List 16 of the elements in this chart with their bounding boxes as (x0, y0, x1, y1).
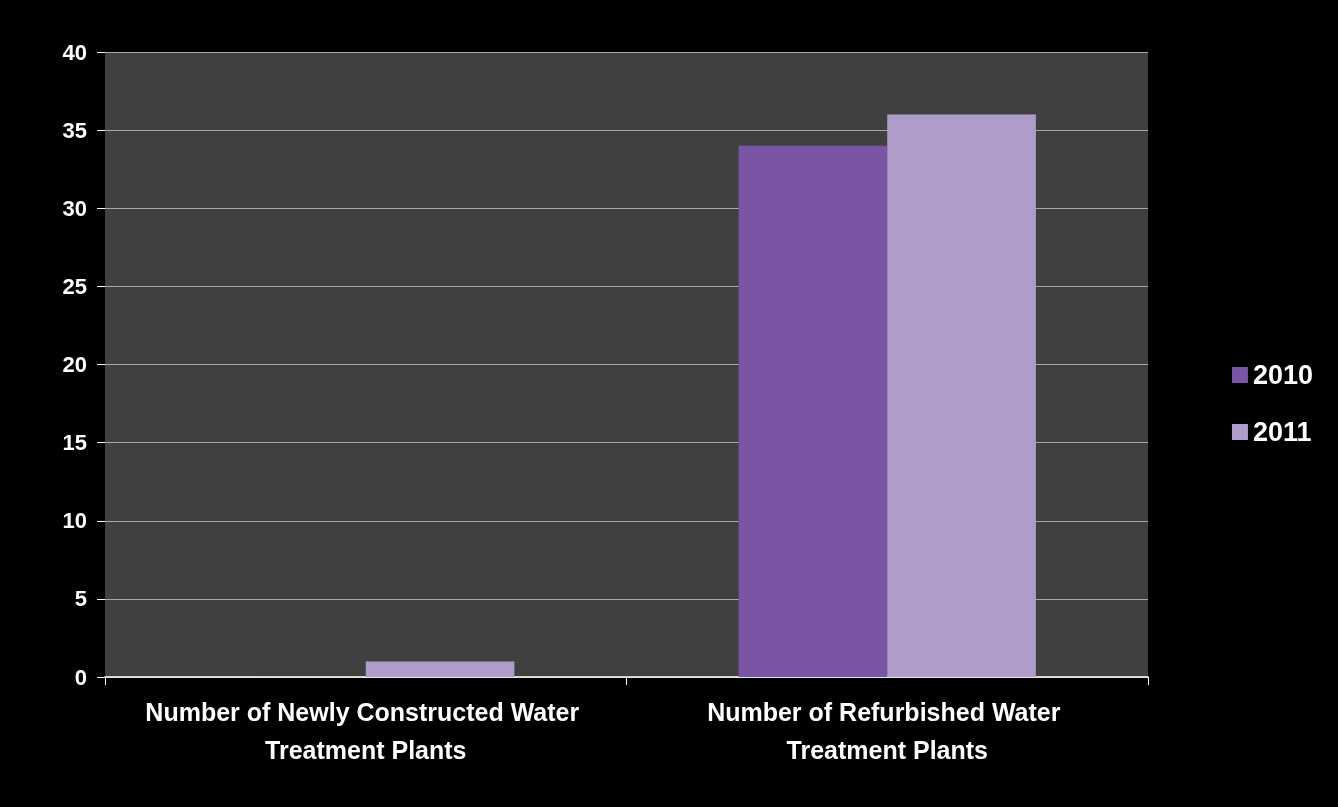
y-tick-label: 40 (62, 39, 87, 65)
legend-label: 2010 (1252, 360, 1314, 390)
legend-label: 2011 (1252, 417, 1312, 447)
y-tick-label: 20 (62, 352, 87, 377)
y-tick-label: 35 (62, 117, 87, 143)
y-tick-label: 15 (62, 430, 87, 456)
y-tick-label: 5 (74, 586, 87, 612)
bar (738, 145, 888, 677)
bar (887, 114, 1036, 677)
x-tick-label: Number of Newly Constructed Water Treatment Plants (145, 698, 587, 764)
y-tick-label: 25 (62, 273, 87, 299)
y-tick-label: 0 (74, 664, 87, 690)
x-tick-label: Number of Refurbished Water Treatment Plants (707, 698, 1068, 764)
y-tick-label: 30 (62, 195, 87, 221)
y-tick-label: 10 (62, 508, 87, 534)
bar (365, 661, 515, 677)
